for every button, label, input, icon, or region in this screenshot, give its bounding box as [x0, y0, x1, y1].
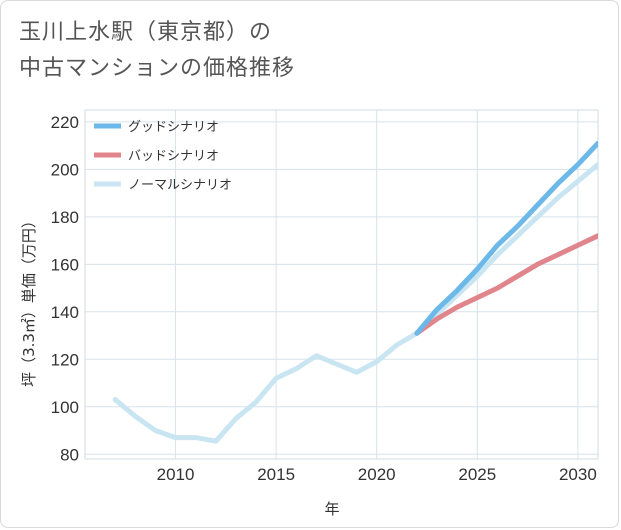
historical-price-line: [112, 330, 420, 444]
tick-labels: 80 100 120 140 160 180 200 220 2010 2015 2020 2025 2…: [51, 113, 597, 484]
series-line-2: [414, 162, 598, 336]
y-tick-label: 140: [51, 303, 79, 322]
y-tick-label: 220: [51, 113, 79, 132]
y-tick-label: 180: [51, 208, 79, 227]
y-axis-label: 坪（3.3㎡）単価（万円）: [20, 213, 38, 387]
chart-title: 玉川上水駅（東京都）の 中古マンションの価格推移: [19, 15, 295, 87]
plot-frame: [84, 109, 599, 460]
y-tick-label: 200: [51, 160, 79, 179]
series-line-0: [414, 140, 598, 336]
legend-label: バッドシナリオ: [128, 149, 219, 164]
x-tick-label: 2030: [559, 465, 597, 484]
series-line-1: [414, 233, 598, 336]
y-tick-label: 160: [51, 255, 79, 274]
x-tick-label: 2010: [157, 465, 195, 484]
title-line-2: 中古マンションの価格推移: [19, 56, 296, 81]
title-line-1: 玉川上水駅（東京都）の: [19, 20, 273, 45]
y-tick-label: 100: [51, 398, 79, 417]
legend-label: ノーマルシナリオ: [128, 178, 232, 193]
series-lines: [112, 140, 598, 444]
grid: [85, 110, 598, 459]
x-tick-label: 2020: [358, 465, 396, 484]
x-tick-label: 2015: [257, 465, 295, 484]
legend-label: グッドシナリオ: [128, 120, 219, 135]
x-axis-label: 年: [324, 500, 339, 518]
y-tick-label: 80: [60, 445, 79, 464]
x-tick-label: 2025: [458, 465, 496, 484]
y-tick-label: 120: [51, 350, 79, 369]
